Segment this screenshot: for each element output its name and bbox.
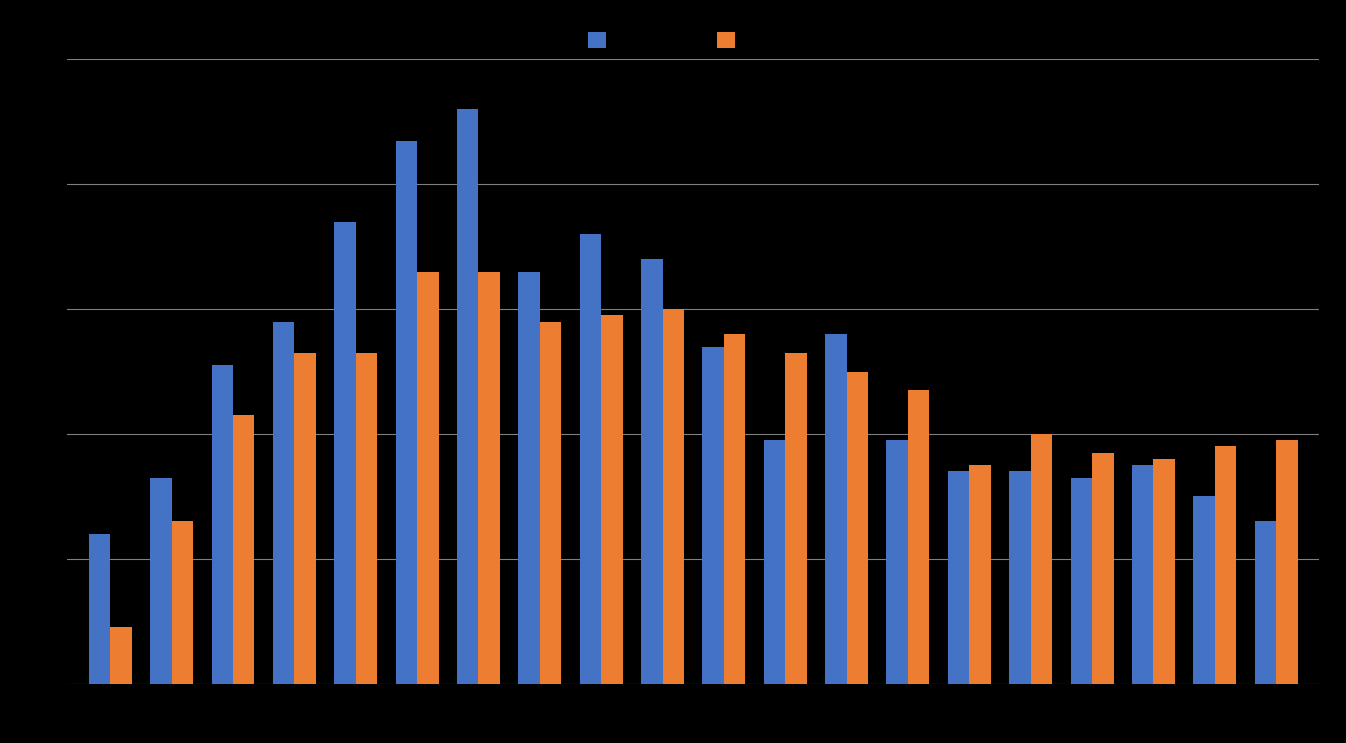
Bar: [1031, 434, 1053, 684]
Bar: [847, 372, 868, 684]
Bar: [1154, 459, 1175, 684]
Bar: [1092, 452, 1113, 684]
Bar: [151, 478, 171, 684]
Bar: [1070, 478, 1092, 684]
Bar: [641, 259, 662, 684]
Bar: [233, 415, 254, 684]
Bar: [273, 322, 295, 684]
Bar: [887, 440, 909, 684]
Bar: [1254, 522, 1276, 684]
Bar: [825, 334, 847, 684]
Bar: [478, 272, 499, 684]
Bar: [785, 353, 806, 684]
Bar: [355, 353, 377, 684]
Bar: [211, 366, 233, 684]
Bar: [662, 309, 684, 684]
Bar: [110, 627, 132, 684]
Bar: [334, 221, 355, 684]
Bar: [396, 140, 417, 684]
Bar: [172, 522, 192, 684]
Bar: [295, 353, 316, 684]
Bar: [540, 322, 561, 684]
Bar: [518, 272, 540, 684]
Bar: [417, 272, 439, 684]
Bar: [1010, 471, 1031, 684]
Bar: [89, 533, 110, 684]
Bar: [763, 440, 785, 684]
Bar: [602, 315, 623, 684]
Bar: [909, 390, 930, 684]
Bar: [724, 334, 746, 684]
Bar: [1276, 440, 1298, 684]
Bar: [1132, 465, 1154, 684]
Bar: [969, 465, 991, 684]
Bar: [1194, 496, 1214, 684]
Bar: [948, 471, 969, 684]
Bar: [456, 109, 478, 684]
Bar: [580, 234, 602, 684]
Bar: [1214, 447, 1236, 684]
Legend: Forecast, Actual: Forecast, Actual: [580, 25, 806, 57]
Bar: [703, 346, 724, 684]
